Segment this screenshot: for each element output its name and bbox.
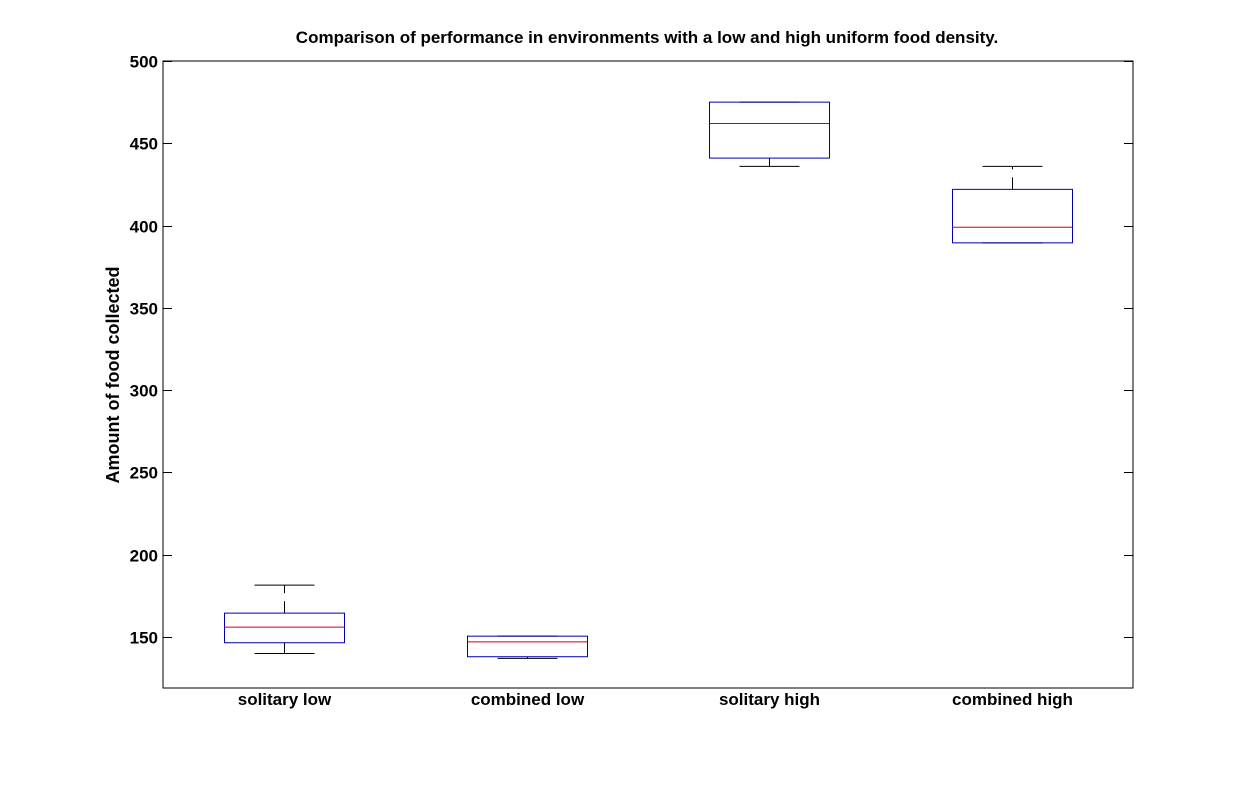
plot-area-frame bbox=[162, 60, 1134, 689]
x-tick-label: combined high bbox=[952, 690, 1073, 709]
x-tick-label: solitary low bbox=[238, 690, 332, 709]
y-axis-label: Amount of food collected bbox=[103, 267, 123, 484]
x-tick-label: solitary high bbox=[719, 690, 820, 709]
y-tick-label: 450 bbox=[130, 135, 158, 154]
interquartile-box bbox=[224, 612, 345, 644]
y-tick-label: 200 bbox=[130, 547, 158, 566]
x-tick-label: combined low bbox=[471, 690, 585, 709]
interquartile-box bbox=[709, 101, 830, 159]
interquartile-box bbox=[467, 635, 588, 658]
box-solitary-low bbox=[224, 584, 345, 654]
y-tick-label: 500 bbox=[130, 53, 158, 72]
chart-title: Comparison of performance in environment… bbox=[296, 28, 998, 47]
y-tick-label: 150 bbox=[130, 629, 158, 648]
x-axis-tick-labels: solitary low combined low solitary high com… bbox=[238, 690, 1073, 709]
y-tick-label: 250 bbox=[130, 464, 158, 483]
y-axis-ticks: 150 200 250 300 350 400 450 500 bbox=[130, 53, 1133, 648]
y-tick-label: 300 bbox=[130, 382, 158, 401]
y-tick-label: 350 bbox=[130, 300, 158, 319]
box-solitary-high bbox=[709, 101, 830, 167]
box-combined-low bbox=[467, 635, 588, 659]
box-combined-high bbox=[952, 165, 1073, 244]
interquartile-box bbox=[952, 188, 1073, 244]
y-tick-label: 400 bbox=[130, 218, 158, 237]
box-series bbox=[224, 101, 1073, 659]
